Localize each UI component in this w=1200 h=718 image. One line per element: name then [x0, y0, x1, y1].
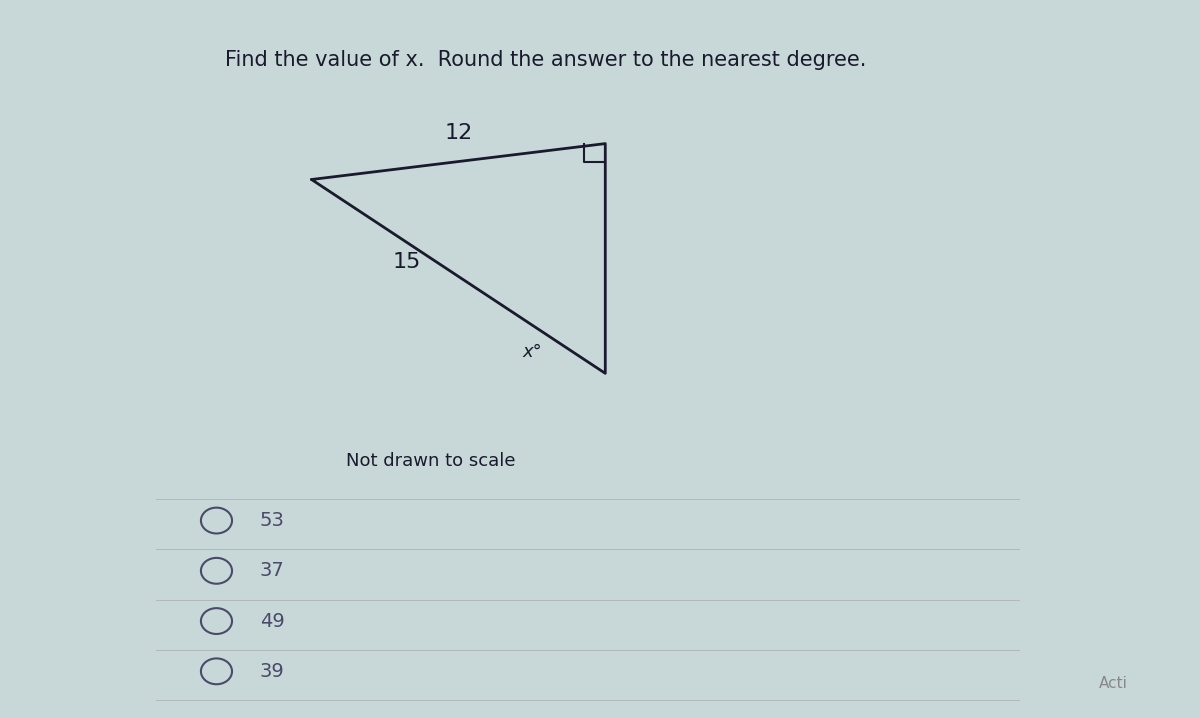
Text: Acti: Acti: [1099, 676, 1128, 691]
Text: 37: 37: [259, 561, 284, 580]
Text: 49: 49: [259, 612, 284, 630]
Text: x°: x°: [522, 342, 541, 361]
Text: 12: 12: [444, 123, 473, 143]
Text: Not drawn to scale: Not drawn to scale: [346, 452, 516, 470]
Text: Find the value of x.  Round the answer to the nearest degree.: Find the value of x. Round the answer to…: [226, 50, 866, 70]
Text: 53: 53: [259, 511, 284, 530]
Text: 15: 15: [392, 252, 421, 272]
Text: 39: 39: [259, 662, 284, 681]
